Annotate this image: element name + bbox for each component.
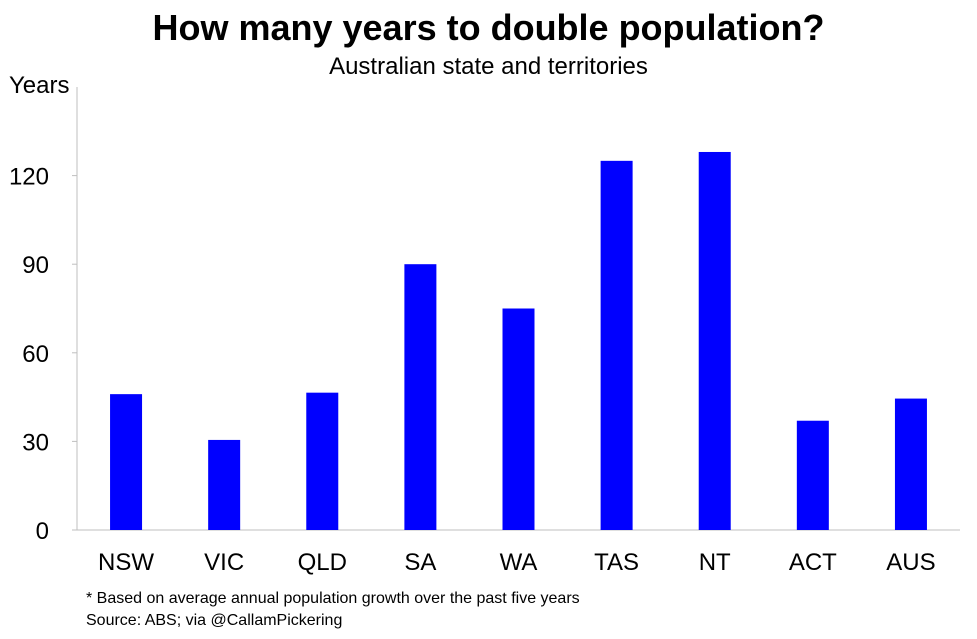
y-tick-label: 90 (22, 252, 49, 279)
bar-sa (404, 264, 437, 530)
x-tick-label: QLD (298, 549, 347, 576)
x-tick-label: SA (404, 549, 436, 576)
y-tick-label: 0 (36, 518, 49, 545)
y-tick-label: 30 (22, 429, 49, 456)
x-tick-label: WA (500, 549, 538, 576)
bar-nsw (110, 394, 143, 530)
x-tick-label: NT (699, 549, 731, 576)
bar-wa (502, 308, 535, 530)
y-tick-label: 120 (9, 164, 49, 191)
footnote: * Based on average annual population gro… (86, 590, 580, 607)
bar-nt (698, 151, 731, 530)
chart-subtitle: Australian state and territories (329, 53, 648, 80)
x-tick-label: AUS (886, 549, 935, 576)
x-tick-label: ACT (789, 549, 837, 576)
chart-title: How many years to double population? (152, 7, 825, 48)
y-tick-label: 60 (22, 341, 49, 368)
bar-tas (600, 160, 633, 531)
x-tick-label: VIC (204, 549, 244, 576)
bar-act (796, 420, 829, 530)
bar-qld (306, 392, 339, 530)
bar-aus (894, 398, 927, 530)
bar-vic (208, 439, 241, 530)
x-tick-label: NSW (98, 549, 154, 576)
source-note: Source: ABS; via @CallamPickering (86, 612, 343, 629)
x-tick-label: TAS (594, 549, 639, 576)
y-axis-label: Years (9, 72, 70, 99)
